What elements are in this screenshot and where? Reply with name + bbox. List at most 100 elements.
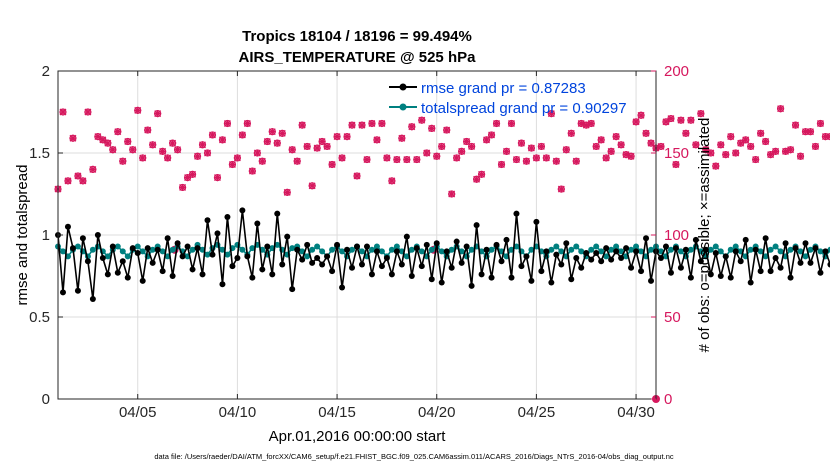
- obs-assimilated-point: [194, 152, 202, 160]
- spread-point: [513, 243, 520, 250]
- obs-assimilated-point: [124, 138, 132, 146]
- obs-assimilated-point: [567, 129, 575, 137]
- spread-point: [368, 246, 375, 253]
- spread-point: [349, 246, 356, 253]
- obs-assimilated-point: [443, 126, 451, 134]
- spread-point: [438, 248, 445, 255]
- rmse-point: [64, 223, 71, 230]
- spread-point: [468, 246, 475, 253]
- rmse-point: [309, 259, 316, 266]
- obs-assimilated-point: [233, 154, 241, 162]
- obs-assimilated-point: [398, 134, 406, 142]
- rmse-point: [159, 268, 166, 275]
- rmse-point: [274, 210, 281, 217]
- rmse-point: [727, 274, 734, 281]
- obs-assimilated-point: [333, 133, 341, 141]
- spread-point: [339, 248, 346, 255]
- spread-point: [378, 248, 385, 255]
- obs-assimilated-point: [164, 154, 172, 162]
- spread-point: [149, 246, 156, 253]
- rmse-point: [189, 266, 196, 273]
- obs-assimilated-point: [682, 129, 690, 137]
- x-tick-label: 04/05: [119, 404, 157, 421]
- y-right-axis-label: # of obs: o=possible; ×=assimilated: [696, 118, 713, 353]
- y-left-tick-label: 0: [42, 391, 50, 408]
- obs-assimilated-point: [338, 154, 346, 162]
- obs-assimilated-point: [149, 141, 157, 149]
- spread-point: [274, 241, 281, 248]
- obs-assimilated-point: [213, 174, 221, 182]
- obs-assimilated-point: [378, 119, 386, 127]
- rmse-point: [184, 243, 191, 250]
- rmse-point: [608, 256, 615, 263]
- rmse-point: [418, 263, 425, 270]
- obs-assimilated-point: [662, 118, 670, 126]
- rmse-point: [89, 295, 96, 302]
- obs-assimilated-point: [308, 182, 316, 190]
- obs-assimilated-point: [263, 138, 271, 146]
- spread-point: [329, 246, 336, 253]
- rmse-point: [613, 248, 620, 255]
- rmse-point: [593, 250, 600, 257]
- rmse-point: [648, 277, 655, 284]
- x-tick-label: 04/30: [617, 404, 655, 421]
- obs-assimilated-point: [468, 142, 476, 150]
- obs-assimilated-point: [702, 146, 710, 154]
- obs-assimilated-point: [204, 149, 211, 157]
- spread-point: [239, 246, 246, 253]
- spread-point: [677, 248, 684, 255]
- obs-assimilated-point: [772, 147, 780, 155]
- rmse-point: [797, 259, 804, 266]
- obs-assimilated-point: [253, 149, 261, 157]
- obs-assimilated-point: [463, 138, 471, 146]
- rmse-point: [817, 269, 824, 276]
- spread-point: [807, 246, 814, 253]
- obs-assimilated-point: [393, 156, 401, 164]
- rmse-point: [458, 259, 465, 266]
- rmse-point: [742, 236, 749, 243]
- rmse-point: [74, 287, 81, 294]
- spread-point: [528, 246, 535, 253]
- rmse-point: [573, 254, 580, 261]
- rmse-point: [578, 264, 585, 271]
- rmse-point: [787, 274, 794, 281]
- y-left-tick-label: 0.5: [29, 309, 50, 326]
- obs-assimilated-point: [413, 156, 421, 164]
- rmse-point: [204, 217, 211, 224]
- x-tick-label: 04/10: [219, 404, 257, 421]
- spread-point: [593, 243, 600, 250]
- spread-point: [159, 248, 166, 255]
- obs-assimilated-point: [69, 134, 77, 142]
- rmse-point: [209, 251, 216, 258]
- rmse-point: [154, 246, 161, 253]
- rmse-point: [672, 245, 679, 252]
- rmse-point: [792, 245, 799, 252]
- spread-point: [289, 245, 296, 252]
- legend-spread-marker: [399, 103, 407, 111]
- obs-assimilated-point: [273, 139, 281, 147]
- rmse-point: [433, 240, 440, 247]
- rmse-point: [812, 245, 819, 252]
- y-right-tick-label: 150: [664, 145, 689, 162]
- obs-assimilated-point: [537, 142, 545, 150]
- x-tick-label: 04/15: [318, 404, 356, 421]
- rmse-point: [707, 271, 714, 278]
- spread-point: [712, 243, 719, 250]
- y-left-axis-label: rmse and totalspread: [14, 165, 31, 306]
- obs-assimilated-point: [512, 156, 520, 164]
- rmse-point: [807, 259, 814, 266]
- y-left-tick-label: 1.5: [29, 145, 50, 162]
- spread-point: [74, 243, 81, 250]
- rmse-point: [453, 238, 460, 245]
- rmse-point: [638, 268, 645, 275]
- obs-assimilated-point: [562, 146, 570, 154]
- spread-point: [59, 248, 66, 255]
- spread-point: [553, 243, 560, 250]
- obs-assimilated-point: [119, 157, 127, 165]
- spread-point: [388, 246, 395, 253]
- spread-point: [139, 248, 146, 255]
- rmse-point: [334, 241, 341, 248]
- x-tick-label: 04/25: [518, 404, 556, 421]
- obs-assimilated-point: [343, 133, 351, 141]
- obs-assimilated-point: [737, 139, 745, 147]
